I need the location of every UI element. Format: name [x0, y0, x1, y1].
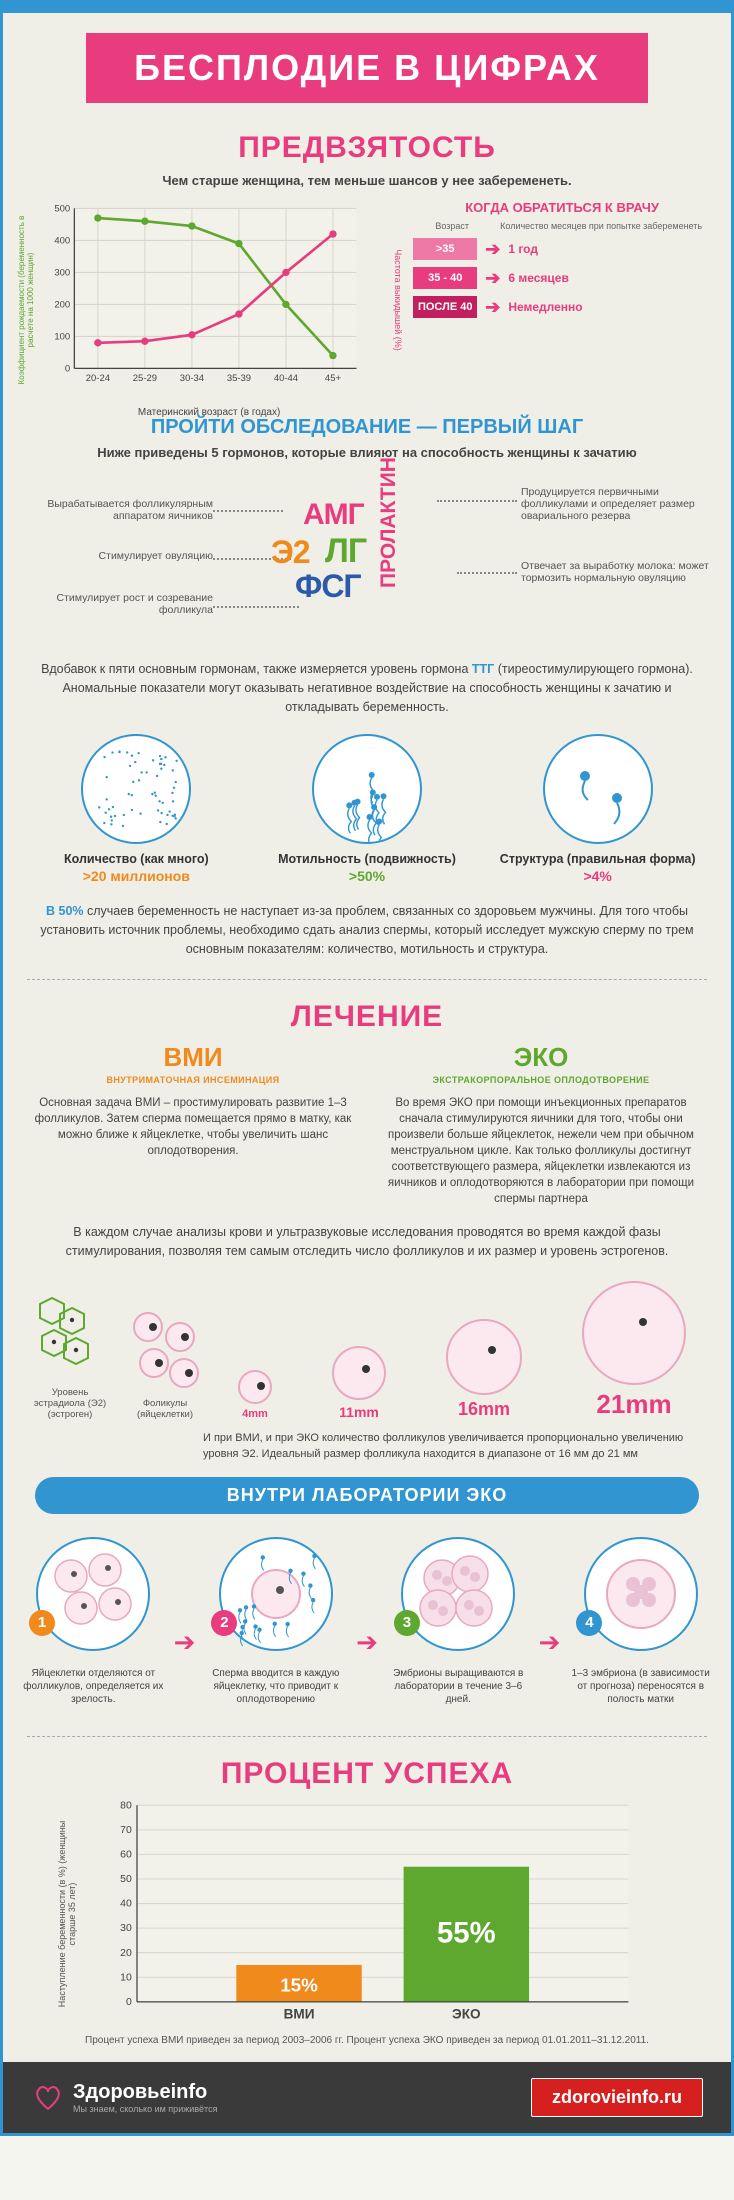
sperm-metric: Мотильность (подвижность) >50%	[258, 734, 477, 884]
heart-logo-icon	[31, 2080, 65, 2114]
eko-block: ЭКО ЭКСТРАКОРПОРАЛЬНОЕ ОПЛОДОТВОРЕНИЕ Во…	[379, 1042, 703, 1208]
fertility-chart: Коэффициент рождаемости (беременность в …	[23, 200, 395, 400]
section-bias-title: ПРЕДВЗЯТОСТЬ	[3, 131, 731, 165]
svg-text:80: 80	[120, 1800, 132, 1811]
svg-text:ВМИ: ВМИ	[284, 2006, 315, 2021]
svg-text:45+: 45+	[325, 373, 342, 384]
svg-text:10: 10	[120, 1972, 132, 1983]
svg-text:400: 400	[54, 236, 70, 247]
vmi-block: ВМИ ВНУТРИМАТОЧНАЯ ИНСЕМИНАЦИЯ Основная …	[31, 1042, 355, 1208]
lab-banner: ВНУТРИ ЛАБОРАТОРИИ ЭКО	[35, 1477, 699, 1514]
svg-text:55%: 55%	[437, 1917, 496, 1949]
treatment-mid-note: В каждом случае анализы крови и ультразв…	[31, 1223, 703, 1261]
arrow-icon: ➔	[539, 1627, 561, 1658]
section-bias-sub: Чем старше женщина, тем меньше шансов у …	[3, 173, 731, 188]
svg-text:70: 70	[120, 1825, 132, 1836]
site-link[interactable]: zdorovieinfo.ru	[531, 2078, 703, 2117]
ttg-note: Вдобавок к пяти основным гормонам, также…	[31, 660, 703, 716]
follicle-row: Уровень эстрадиола (Э2) (эстроген) Фолик…	[3, 1269, 731, 1426]
brand-tag: Мы знаем, сколько им приживётся	[73, 2104, 217, 2114]
lab-step: 3 Эмбрионы выращиваются в лаборатории в …	[388, 1534, 529, 1706]
svg-text:40-44: 40-44	[274, 373, 298, 384]
hormone-diagram: Вырабатывается фолликулярным аппаратом я…	[23, 472, 711, 652]
svg-text:50: 50	[120, 1874, 132, 1885]
brand-name: Здоровьеinfo	[73, 2081, 207, 2103]
success-note: Процент успеха ВМИ приведен за период 20…	[27, 2035, 707, 2046]
lab-step: 4 1–3 эмбриона (в зависимости от прогноз…	[570, 1534, 711, 1706]
svg-text:40: 40	[120, 1898, 132, 1909]
svg-text:500: 500	[54, 204, 70, 215]
section-success-title: ПРОЦЕНТ УСПЕХА	[3, 1757, 731, 1791]
page-title: БЕСПЛОДИЕ В ЦИФРАХ	[86, 33, 648, 103]
success-chart: Наступление беременности (в %) (женщины …	[83, 1799, 651, 2029]
section-exam-title: ПРОЙТИ ОБСЛЕДОВАНИЕ — ПЕРВЫЙ ШАГ	[3, 416, 731, 439]
svg-text:20: 20	[120, 1947, 132, 1958]
svg-text:20-24: 20-24	[86, 373, 110, 384]
section-exam-sub: Ниже приведены 5 гормонов, которые влияю…	[3, 445, 731, 460]
sperm-metrics: Количество (как много) >20 миллионов Мот…	[3, 724, 731, 894]
svg-text:25-29: 25-29	[133, 373, 157, 384]
doctor-row: ПОСЛЕ 40 ➔ Немедленно	[413, 296, 711, 318]
svg-text:35-39: 35-39	[227, 373, 251, 384]
lab-step: 2 Сперма вводится в каждую яйцеклетку, ч…	[205, 1534, 346, 1706]
svg-text:0: 0	[65, 364, 70, 375]
arrow-icon: ➔	[356, 1627, 378, 1658]
section-treatment-title: ЛЕЧЕНИЕ	[3, 1000, 731, 1034]
sperm-metric: Структура (правильная форма) >4%	[488, 734, 707, 884]
when-see-doctor: КОГДА ОБРАТИТЬСЯ К ВРАЧУ Возраст Количес…	[413, 200, 711, 400]
fifty-note: В 50% случаев беременность не наступает …	[31, 902, 703, 958]
svg-text:30: 30	[120, 1923, 132, 1934]
follicle-note: И при ВМИ, и при ЭКО количество фолликул…	[203, 1430, 703, 1463]
svg-text:200: 200	[54, 300, 70, 311]
doctor-row: 35 - 40 ➔ 6 месяцев	[413, 267, 711, 289]
lab-step: 1 Яйцеклетки отделяются от фолликулов, о…	[23, 1534, 164, 1706]
svg-text:100: 100	[54, 332, 70, 343]
svg-text:0: 0	[126, 1997, 132, 2008]
doctor-row: >35 ➔ 1 год	[413, 238, 711, 260]
arrow-icon: ➔	[174, 1627, 196, 1658]
svg-text:ЭКО: ЭКО	[452, 2006, 481, 2021]
title-banner: БЕСПЛОДИЕ В ЦИФРАХ	[3, 13, 731, 123]
svg-text:60: 60	[120, 1849, 132, 1860]
lab-steps: 1 Яйцеклетки отделяются от фолликулов, о…	[3, 1528, 731, 1716]
footer: Здоровьеinfo Мы знаем, сколько им прижив…	[3, 2062, 731, 2133]
svg-text:300: 300	[54, 268, 70, 279]
sperm-metric: Количество (как много) >20 миллионов	[27, 734, 246, 884]
svg-text:15%: 15%	[280, 1974, 318, 1995]
svg-text:30-34: 30-34	[180, 373, 204, 384]
